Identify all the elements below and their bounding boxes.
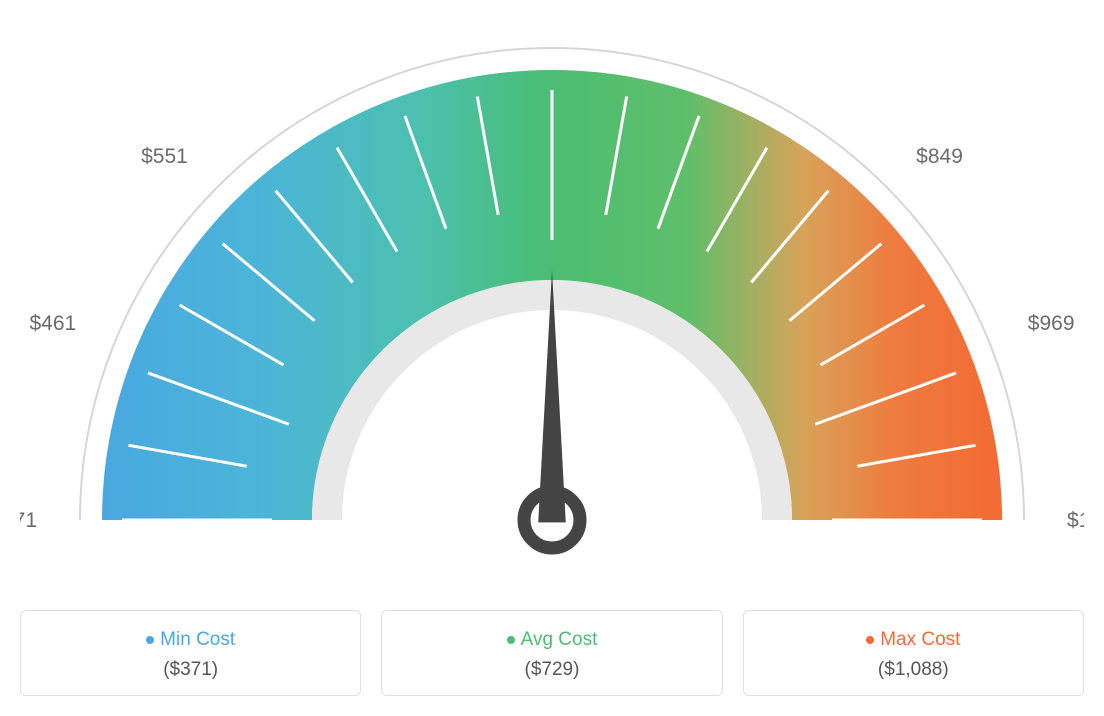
legend-label-max: Max Cost — [754, 629, 1073, 651]
legend-dot-icon — [866, 636, 874, 644]
gauge-tick-label: $461 — [29, 312, 76, 335]
gauge-tick-label: $1,088 — [1067, 509, 1084, 532]
legend-dot-icon — [507, 636, 515, 644]
gauge-svg: $371$461$551$729$849$969$1,088 — [20, 20, 1084, 580]
legend-value-avg: ($729) — [392, 659, 711, 681]
legend-row: Min Cost ($371) Avg Cost ($729) Max Cost ($1,… — [20, 610, 1084, 696]
cost-gauge-chart: $371$461$551$729$849$969$1,088 Min Cost(… — [20, 20, 1084, 696]
gauge-tick-label: $969 — [1028, 312, 1075, 335]
gauge-tick-label: $551 — [141, 145, 188, 168]
legend-card-max: Max Cost ($1,088) — [743, 610, 1084, 696]
legend-value-min: ($371) — [31, 659, 350, 681]
legend-card-min: Min Cost ($371) — [20, 610, 361, 696]
legend-card-avg: Avg Cost ($729) — [381, 610, 722, 696]
legend-label-text: Min Cost — [160, 629, 235, 650]
gauge-svg-wrapper: $371$461$551$729$849$969$1,088 — [20, 20, 1084, 580]
legend-label-min: Min Cost — [31, 629, 350, 651]
gauge-tick-label: $371 — [20, 509, 37, 532]
legend-dot-icon — [146, 636, 154, 644]
gauge-tick-label: $849 — [916, 145, 963, 168]
legend-label-text: Max Cost — [880, 629, 960, 650]
legend-value-max: ($1,088) — [754, 659, 1073, 681]
legend-label-text: Avg Cost — [521, 629, 598, 650]
legend-label-avg: Avg Cost — [392, 629, 711, 651]
